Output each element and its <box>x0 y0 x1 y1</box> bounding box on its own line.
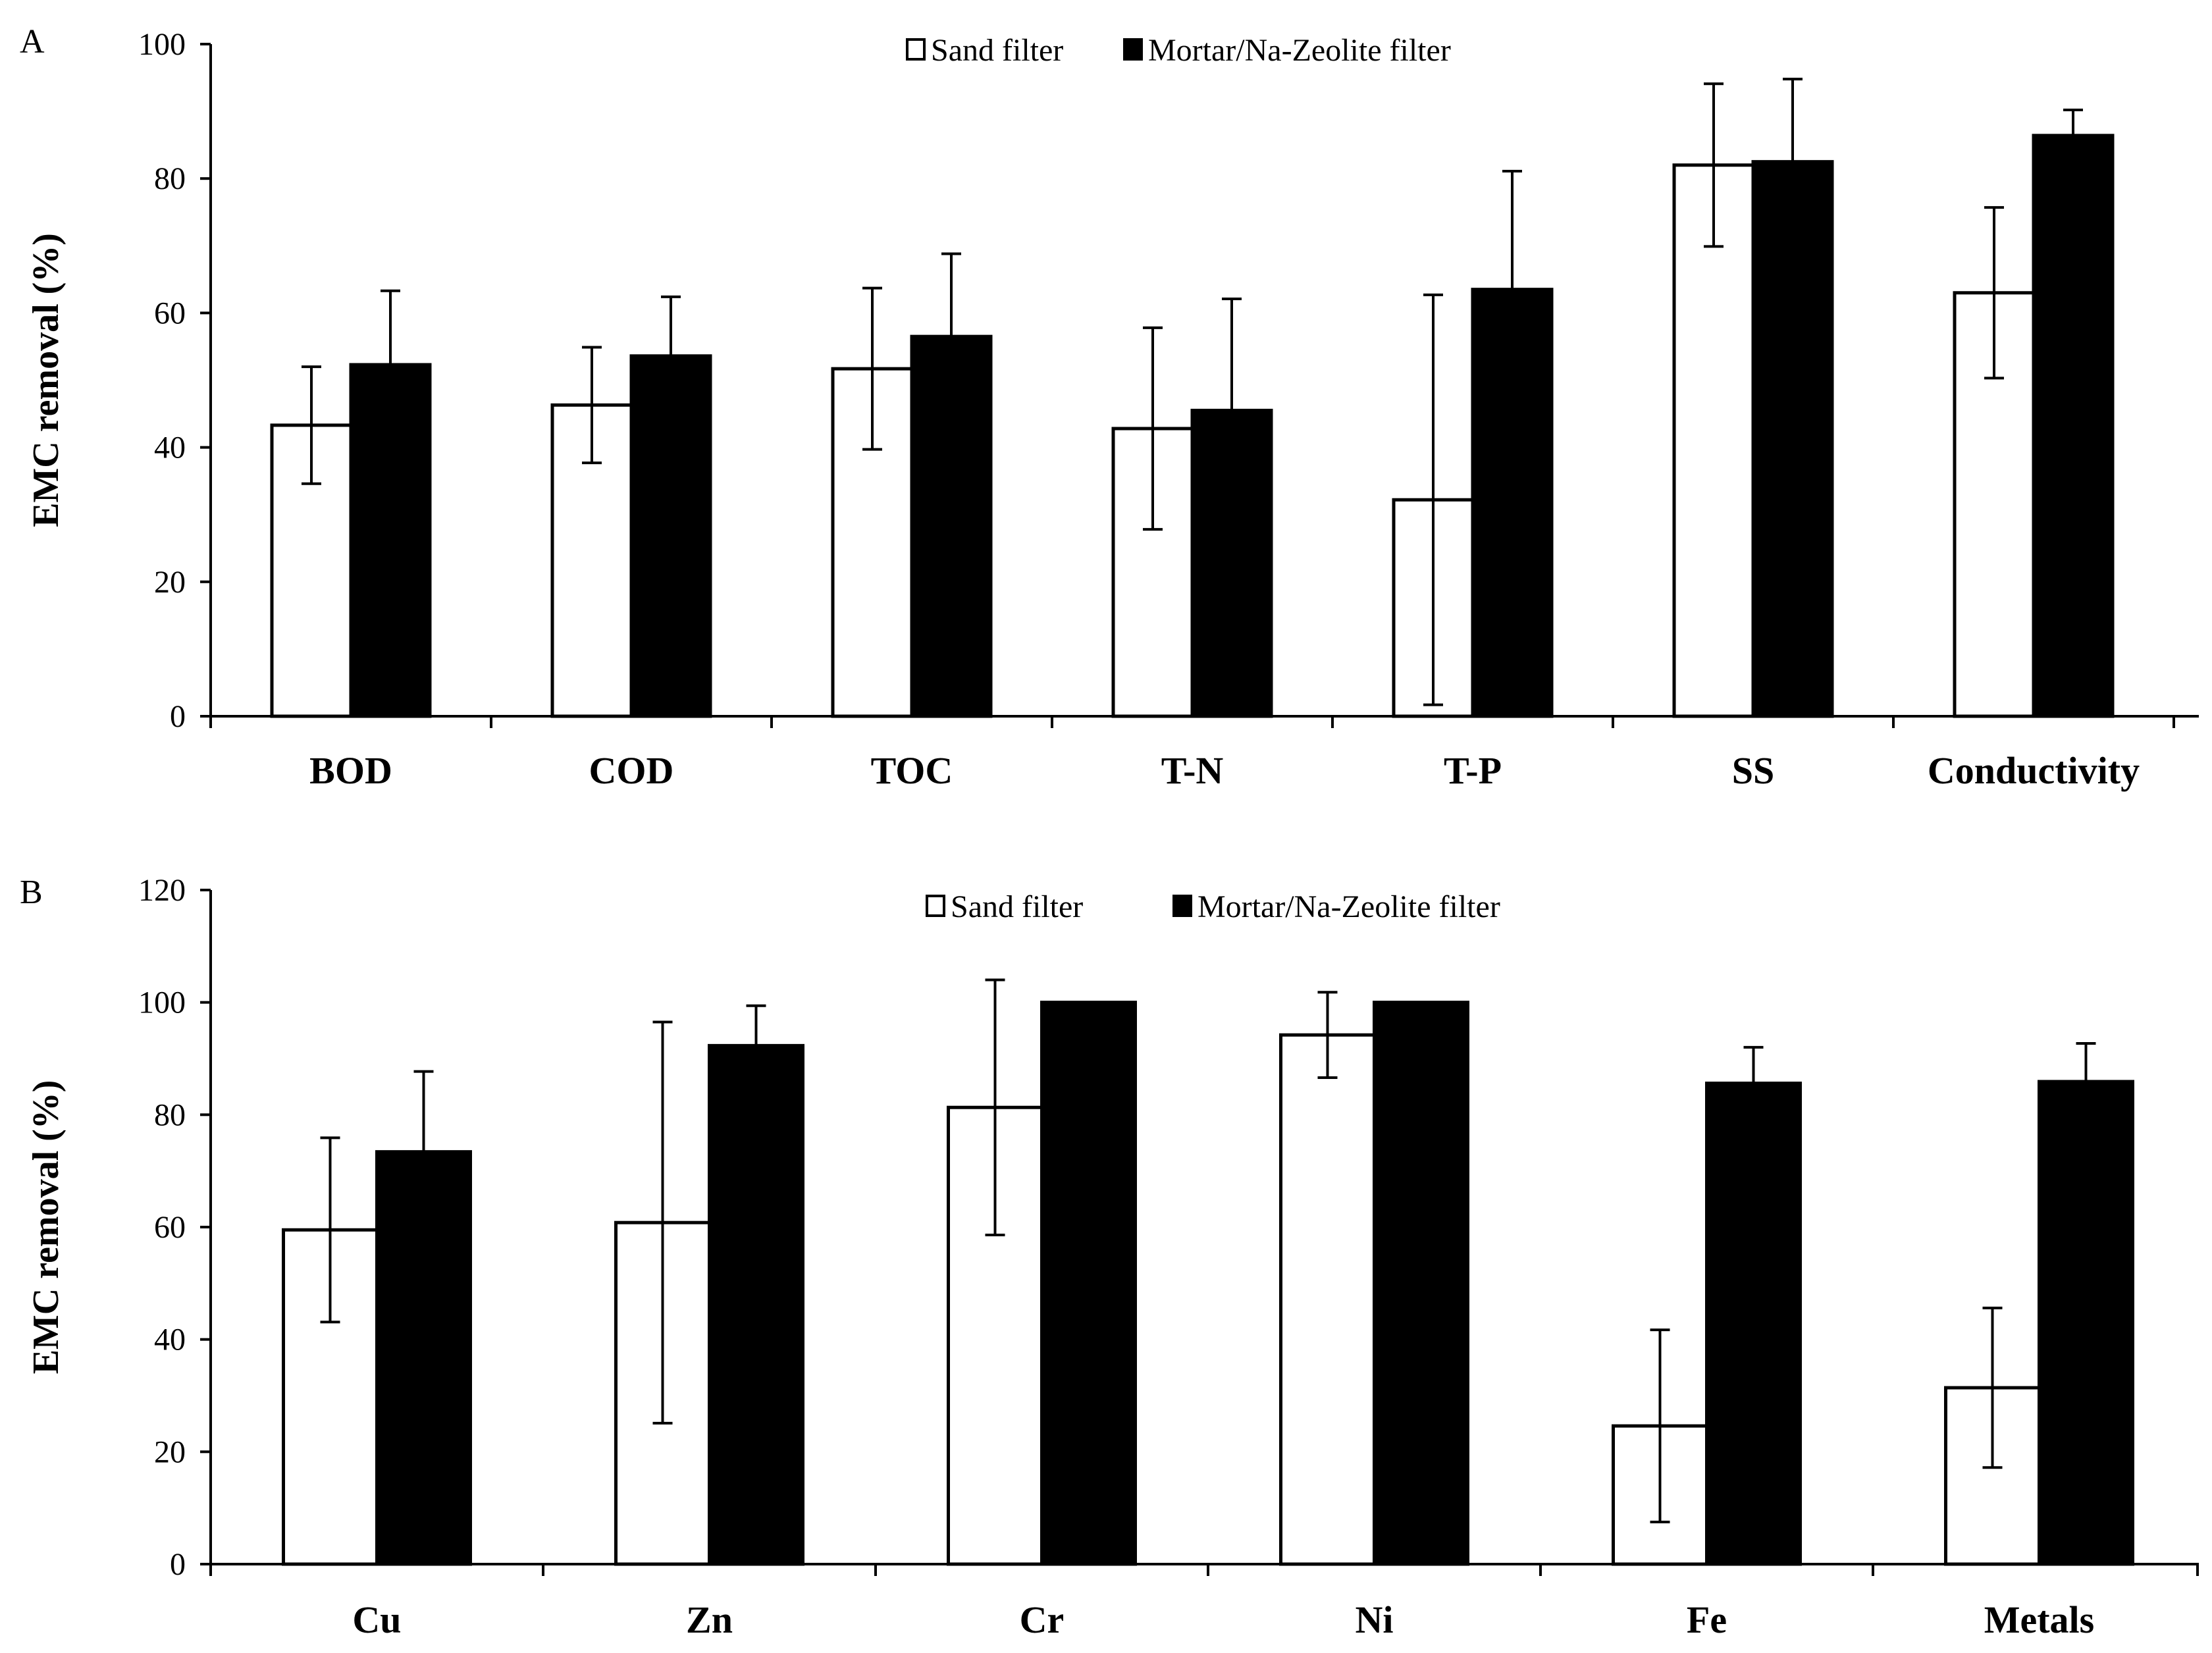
y-tick-label-b-20: 20 <box>154 1434 186 1469</box>
x-category-label-a-cod: COD <box>589 749 674 792</box>
legend-swatch-b-sand-filter <box>926 895 945 917</box>
bar-a-mortar-na-zeolite-filter-ss <box>1751 160 1834 718</box>
bar-b-mortar-na-zeolite-filter-cr <box>1040 1001 1137 1566</box>
chart-panel-a: A 0 20 40 60 80 100 EMC removal (%) BOD COD TOC T-N… <box>20 23 2199 792</box>
bar-b-sand-filter-ni <box>1279 1033 1376 1566</box>
y-tick-label-b-80: 80 <box>154 1097 186 1132</box>
legend-label-a-mortar-na-zeolite-filter: Mortar/Na-Zeolite filter <box>1148 33 1451 68</box>
legend-label-b-mortar-na-zeolite-filter: Mortar/Na-Zeolite filter <box>1198 889 1500 924</box>
x-category-label-a-bod: BOD <box>309 749 392 792</box>
panel-letter-a: A <box>20 23 45 61</box>
x-category-label-b-zn: Zn <box>686 1598 733 1641</box>
y-tick-label-b-100: 100 <box>138 985 186 1020</box>
x-category-label-a-ss: SS <box>1732 749 1775 792</box>
x-category-label-b-fe: Fe <box>1687 1598 1727 1641</box>
bar-b-mortar-na-zeolite-filter-fe <box>1705 1082 1802 1566</box>
panel-letter-b: B <box>20 874 43 911</box>
bar-a-mortar-na-zeolite-filter-conductivity <box>2032 134 2115 718</box>
x-category-label-b-metals: Metals <box>1984 1598 2095 1641</box>
legend-swatch-a-mortar-na-zeolite-filter <box>1123 38 1143 61</box>
x-category-label-a-t-p: T-P <box>1444 749 1502 792</box>
y-axis-label-b: EMC removal (%) <box>26 1080 66 1375</box>
x-category-label-b-cu: Cu <box>352 1598 401 1641</box>
bar-a-sand-filter-cod <box>550 403 633 718</box>
y-tick-label-a-40: 40 <box>154 431 186 465</box>
bar-a-sand-filter-bod <box>270 423 353 718</box>
y-tick-label-a-0: 0 <box>170 699 186 734</box>
legend-swatch-a-sand-filter <box>906 38 926 61</box>
bar-b-mortar-na-zeolite-filter-ni <box>1373 1001 1469 1566</box>
bar-b-mortar-na-zeolite-filter-zn <box>708 1043 804 1566</box>
y-tick-label-b-60: 60 <box>154 1210 186 1245</box>
y-tick-label-a-20: 20 <box>154 565 186 600</box>
legend-label-a-sand-filter: Sand filter <box>931 33 1063 68</box>
y-tick-label-b-0: 0 <box>170 1547 186 1582</box>
y-tick-label-a-80: 80 <box>154 161 186 196</box>
chart-panel-b: B 0 20 40 60 80 100 120 EMC removal (%) Cu Zn Cr Ni F… <box>20 873 2199 1641</box>
legend-label-b-sand-filter: Sand filter <box>951 889 1083 924</box>
bar-b-mortar-na-zeolite-filter-metals <box>2038 1080 2134 1566</box>
legend-swatch-b-mortar-na-zeolite-filter <box>1172 895 1192 917</box>
y-axis-label-a: EMC removal (%) <box>26 233 66 527</box>
x-category-label-b-cr: Cr <box>1020 1598 1065 1641</box>
y-tick-label-a-60: 60 <box>154 296 186 330</box>
y-tick-label-b-120: 120 <box>138 873 186 908</box>
x-category-label-a-conductivity: Conductivity <box>1928 749 2140 792</box>
x-category-label-a-t-n: T-N <box>1161 749 1224 792</box>
y-tick-label-b-40: 40 <box>154 1323 186 1357</box>
x-category-label-a-toc: TOC <box>871 749 953 792</box>
x-category-label-b-ni: Ni <box>1356 1598 1394 1641</box>
bar-a-sand-filter-ss <box>1672 163 1755 718</box>
y-tick-label-a-100: 100 <box>138 27 186 62</box>
